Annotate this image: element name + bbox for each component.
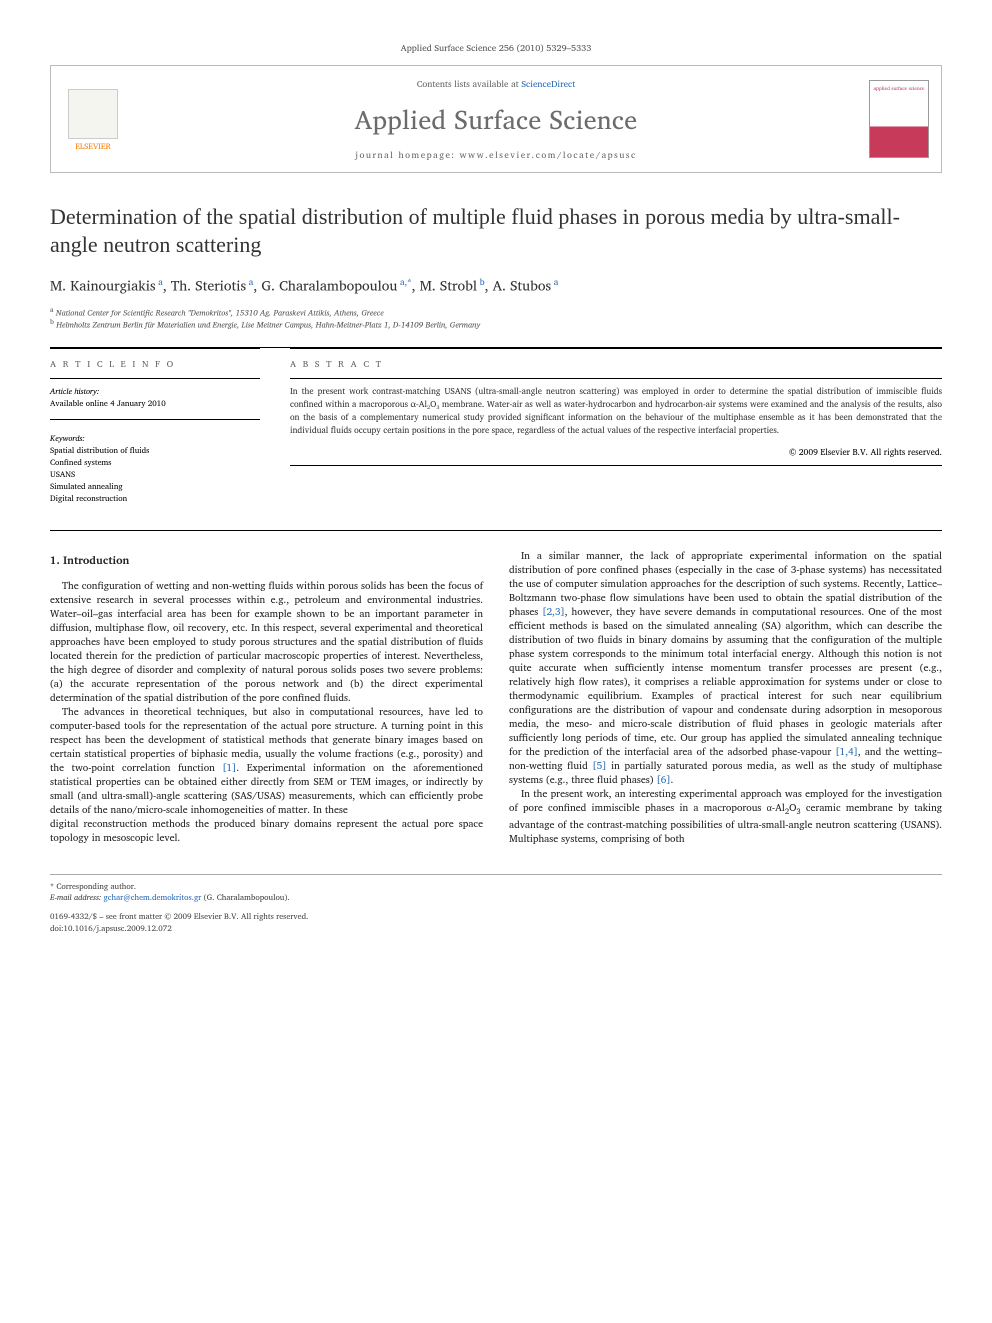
cover-text: applied surface science [874,85,925,93]
paragraph: The advances in theoretical techniques, … [50,705,483,817]
affiliation-a: a National Center for Scientific Researc… [50,306,942,319]
email-line: E-mail address: gchar@chem.demokritos.gr… [50,892,478,903]
publisher-logo: ELSEVIER [63,85,123,153]
author: M. Strobl [420,275,477,298]
author: M. Kainourgiakis [50,275,156,298]
author: Th. Steriotis [171,275,246,298]
ref-link[interactable]: [1,4] [835,744,858,760]
publisher-name: ELSEVIER [75,139,111,153]
article-info-heading: A R T I C L E I N F O [50,357,260,371]
rule [50,419,260,420]
email-link[interactable]: gchar@chem.demokritos.gr [104,890,202,904]
abstract-heading: A B S T R A C T [290,357,942,371]
affil-marker: a [551,274,558,289]
ref-link[interactable]: [2,3] [542,604,565,620]
affil-marker: a, [397,274,407,289]
availability-line: Contents lists available at ScienceDirec… [137,76,855,91]
article-body: 1. Introduction The configuration of wet… [50,530,942,846]
journal-citation: Applied Surface Science 256 (2010) 5329–… [50,40,942,55]
author: G. Charalambopoulou [261,275,397,298]
paragraph: In the present work, an interesting expe… [509,787,942,846]
footer-left: * Corresponding author. E-mail address: … [50,881,478,934]
paragraph: In a similar manner, the lack of appropr… [509,549,942,787]
email-attribution: (G. Charalambopoulou). [204,890,290,904]
author: A. Stubos [493,275,551,298]
banner-center: Contents lists available at ScienceDirec… [137,76,855,162]
email-label: E-mail address: [50,890,101,904]
meta-row: A R T I C L E I N F O Article history: A… [50,347,942,505]
journal-name: Applied Surface Science [137,99,855,141]
availability-prefix: Contents lists available at [417,76,522,91]
paragraph: The configuration of wetting and non-wet… [50,579,483,705]
affil-marker: b [477,274,485,289]
affil-marker: a [156,274,163,289]
journal-homepage: journal homepage: www.elsevier.com/locat… [137,147,855,162]
paragraph: digital reconstruction methods the produ… [50,817,483,845]
keyword: Digital reconstruction [50,492,260,504]
affil-marker: a [246,274,253,289]
affiliations: a National Center for Scientific Researc… [50,306,942,331]
page-footer: * Corresponding author. E-mail address: … [50,874,942,934]
abstract-copyright: © 2009 Elsevier B.V. All rights reserved… [290,446,942,459]
abstract-block: A B S T R A C T In the present work cont… [290,348,942,505]
article-title: Determination of the spatial distributio… [50,203,942,258]
rule [290,378,942,379]
section-heading: 1. Introduction [50,553,483,568]
author-list: M. Kainourgiakis a, Th. Steriotis a, G. … [50,274,942,298]
ref-link[interactable]: [5] [592,758,606,774]
rule [50,378,260,379]
corresponding-marker: * [407,274,412,289]
article-info-block: A R T I C L E I N F O Article history: A… [50,348,260,505]
affiliation-b: b Helmholtz Zentrum Berlin für Materiali… [50,318,942,331]
journal-banner: ELSEVIER Contents lists available at Sci… [50,65,942,173]
keyword: Confined systems [50,456,260,468]
abstract-text: In the present work contrast-matching US… [290,385,942,436]
sciencedirect-link[interactable]: ScienceDirect [521,76,575,91]
doi-line: doi:10.1016/j.apsusc.2009.12.072 [50,923,478,934]
history-value: Available online 4 January 2010 [50,397,260,409]
journal-cover-thumbnail: applied surface science [869,80,929,158]
elsevier-tree-icon [68,89,118,139]
rule [290,465,942,466]
ref-link[interactable]: [1] [222,760,236,776]
